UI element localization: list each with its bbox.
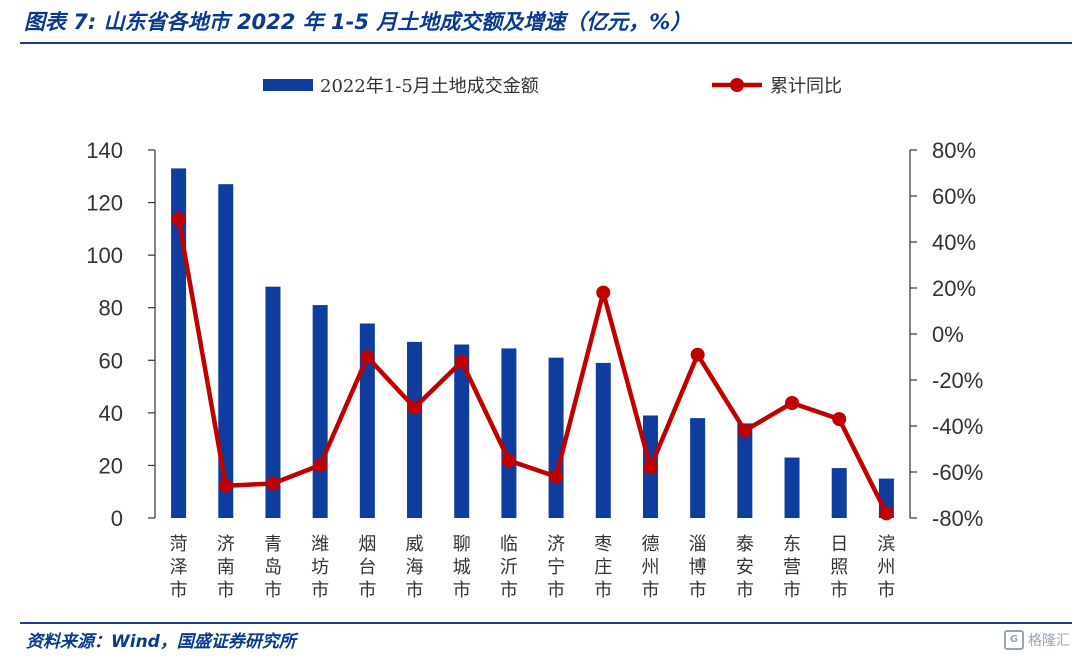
line-point xyxy=(501,453,516,468)
source-note: 资料来源：Wind，国盛证券研究所 xyxy=(26,632,296,652)
figure-title: 图表 7: 山东省各地市 2022 年 1-5 月土地成交额及增速（亿元，%） xyxy=(24,10,692,34)
line-point xyxy=(879,506,894,521)
line-point xyxy=(832,412,847,427)
bar xyxy=(737,423,753,518)
right-tick-label: 0% xyxy=(932,322,964,347)
line-point xyxy=(737,423,752,438)
bar xyxy=(171,168,187,518)
legend-line-marker xyxy=(730,78,744,92)
line-point xyxy=(360,350,375,364)
x-tick-label: 威海市 xyxy=(406,534,424,601)
line-point xyxy=(313,458,328,473)
x-tick-label: 潍坊市 xyxy=(311,534,329,601)
x-tick-label: 泰安市 xyxy=(736,534,754,601)
left-tick-label: 40 xyxy=(99,401,123,426)
x-tick-label: 临沂市 xyxy=(500,534,518,601)
footer-divider xyxy=(20,622,1072,624)
legend-label-amount: 2022年1-5月土地成交金额 xyxy=(320,76,539,97)
bar xyxy=(218,184,234,518)
bar xyxy=(312,305,328,518)
right-tick-label: -40% xyxy=(932,414,983,439)
watermark: G 格隆汇 xyxy=(1004,630,1070,650)
title-divider xyxy=(20,42,1072,44)
x-tick-label: 聊城市 xyxy=(453,534,471,601)
watermark-logo-icon: G xyxy=(1004,630,1024,650)
left-tick-label: 140 xyxy=(86,138,123,163)
left-tick-label: 100 xyxy=(86,243,123,268)
bar xyxy=(690,418,706,518)
bar xyxy=(407,341,423,518)
watermark-text: 格隆汇 xyxy=(1028,633,1070,649)
x-tick-label: 滨州市 xyxy=(877,534,895,601)
bar xyxy=(831,468,847,518)
line-point xyxy=(690,347,705,362)
legend-label-yoy: 累计同比 xyxy=(770,76,842,97)
line-point xyxy=(549,469,564,484)
yoy-line xyxy=(176,218,889,515)
x-tick-label: 青岛市 xyxy=(264,534,282,601)
x-tick-label: 菏泽市 xyxy=(170,534,188,601)
left-y-axis: 0 20 40 60 80 100 120 140 xyxy=(86,138,156,531)
legend-bar-swatch xyxy=(263,79,313,91)
right-y-axis: -80% -60% -40% -20% 0% 20% 40% 60% 80% xyxy=(909,138,983,531)
right-tick-label: -60% xyxy=(932,460,983,485)
left-tick-label: 0 xyxy=(111,506,123,531)
left-tick-label: 20 xyxy=(99,453,123,478)
line-series xyxy=(171,212,894,521)
right-tick-label: -80% xyxy=(932,506,983,531)
x-tick-label: 淄博市 xyxy=(689,534,707,601)
line-point xyxy=(596,285,611,300)
bar xyxy=(548,357,564,518)
right-tick-label: 80% xyxy=(932,138,976,163)
x-tick-label: 烟台市 xyxy=(358,534,376,601)
line-point xyxy=(218,478,233,493)
right-tick-label: 40% xyxy=(932,230,976,255)
bar-series xyxy=(171,168,894,518)
line-point xyxy=(171,212,186,226)
line-point xyxy=(265,476,280,491)
bar xyxy=(359,323,375,518)
left-tick-label: 80 xyxy=(99,296,123,321)
x-tick-label: 德州市 xyxy=(641,534,659,601)
bar xyxy=(501,348,517,518)
x-axis-labels: 菏泽市 济南市 青岛市 潍坊市 烟台市 威海市 聊城市 临沂市 济宁市 枣庄市 德州市 淄博市 泰安市 东… xyxy=(170,534,896,601)
left-tick-label: 120 xyxy=(86,191,123,216)
bar xyxy=(454,344,470,518)
line-point xyxy=(785,396,800,410)
left-tick-label: 60 xyxy=(99,348,123,373)
right-tick-label: -20% xyxy=(932,368,983,393)
chart-legend: 2022年1-5月土地成交金额 累计同比 xyxy=(263,76,842,97)
x-tick-label: 枣庄市 xyxy=(594,534,612,601)
bar xyxy=(595,362,611,518)
right-tick-label: 20% xyxy=(932,276,976,301)
x-tick-label: 东营市 xyxy=(783,534,801,601)
x-tick-label: 日照市 xyxy=(830,534,848,601)
x-tick-label: 济南市 xyxy=(217,534,235,601)
line-point xyxy=(643,460,658,475)
line-point xyxy=(407,400,422,415)
line-point xyxy=(454,354,469,369)
bar xyxy=(784,457,800,518)
bar xyxy=(265,286,281,518)
x-tick-label: 济宁市 xyxy=(547,534,565,601)
right-tick-label: 60% xyxy=(932,184,976,209)
